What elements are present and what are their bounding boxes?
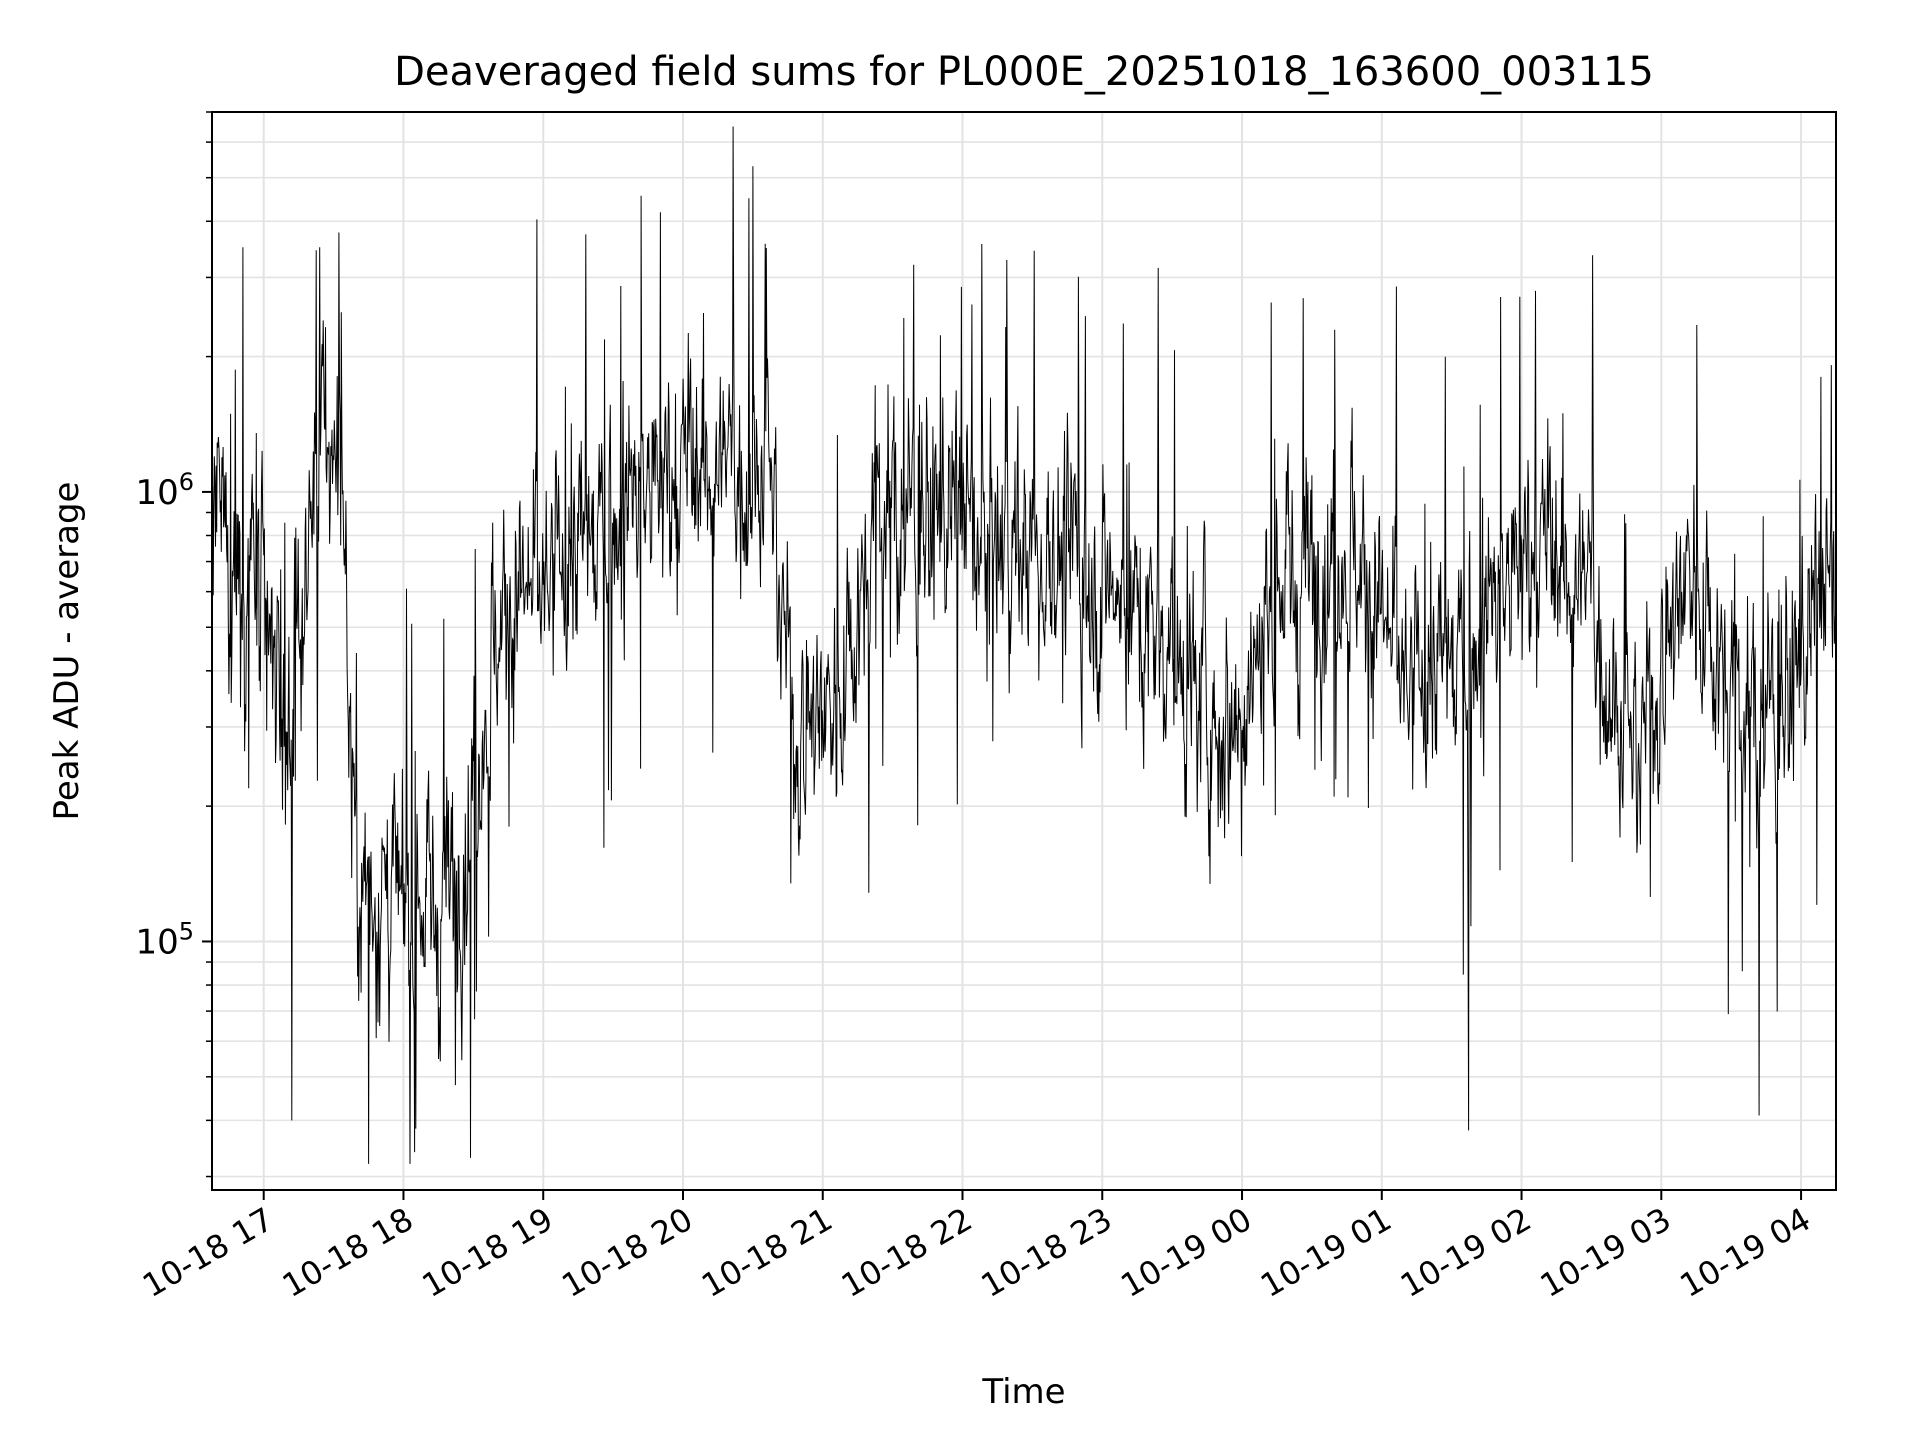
y-axis-label: Peak ADU - average [47, 482, 87, 821]
series-line [212, 126, 1836, 1164]
y-tick-label: 105 [135, 917, 194, 962]
x-axis-label: Time [981, 1372, 1065, 1412]
plot-frame [211, 111, 1837, 1191]
plot-area [212, 126, 1836, 1164]
y-tick-label: 106 [135, 468, 194, 513]
y-axis-ticks: 105 106 [135, 111, 212, 1178]
chart-title: Deaveraged field sums for PL000E_2025101… [394, 49, 1654, 95]
